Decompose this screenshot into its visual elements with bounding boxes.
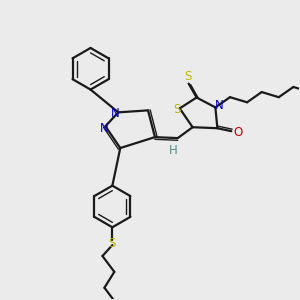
Text: S: S <box>184 70 191 83</box>
Text: N: N <box>215 99 224 112</box>
Text: S: S <box>173 103 180 116</box>
Text: N: N <box>111 107 120 120</box>
Text: H: H <box>168 143 177 157</box>
Text: S: S <box>109 237 116 250</box>
Text: N: N <box>100 122 109 135</box>
Text: O: O <box>234 126 243 139</box>
